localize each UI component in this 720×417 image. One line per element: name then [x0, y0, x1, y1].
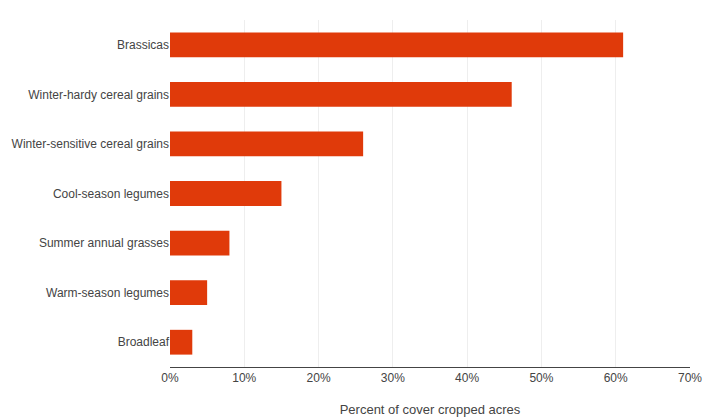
svg-text:Winter-hardy cereal grains: Winter-hardy cereal grains	[28, 88, 169, 102]
svg-text:Brassicas: Brassicas	[117, 38, 169, 52]
svg-text:70%: 70%	[678, 371, 702, 385]
svg-text:50%: 50%	[529, 371, 553, 385]
svg-text:Broadleaf: Broadleaf	[118, 335, 170, 349]
svg-text:10%: 10%	[232, 371, 256, 385]
svg-text:Percent of cover cropped acres: Percent of cover cropped acres	[340, 402, 521, 417]
svg-text:Winter-sensitive cereal grains: Winter-sensitive cereal grains	[12, 137, 169, 151]
svg-text:60%: 60%	[604, 371, 628, 385]
svg-text:0%: 0%	[161, 371, 179, 385]
svg-text:20%: 20%	[307, 371, 331, 385]
svg-text:Warm-season legumes: Warm-season legumes	[46, 286, 169, 300]
svg-text:Cool-season legumes: Cool-season legumes	[53, 187, 169, 201]
svg-text:Summer annual grasses: Summer annual grasses	[39, 236, 169, 250]
svg-text:30%: 30%	[381, 371, 405, 385]
svg-text:40%: 40%	[455, 371, 479, 385]
